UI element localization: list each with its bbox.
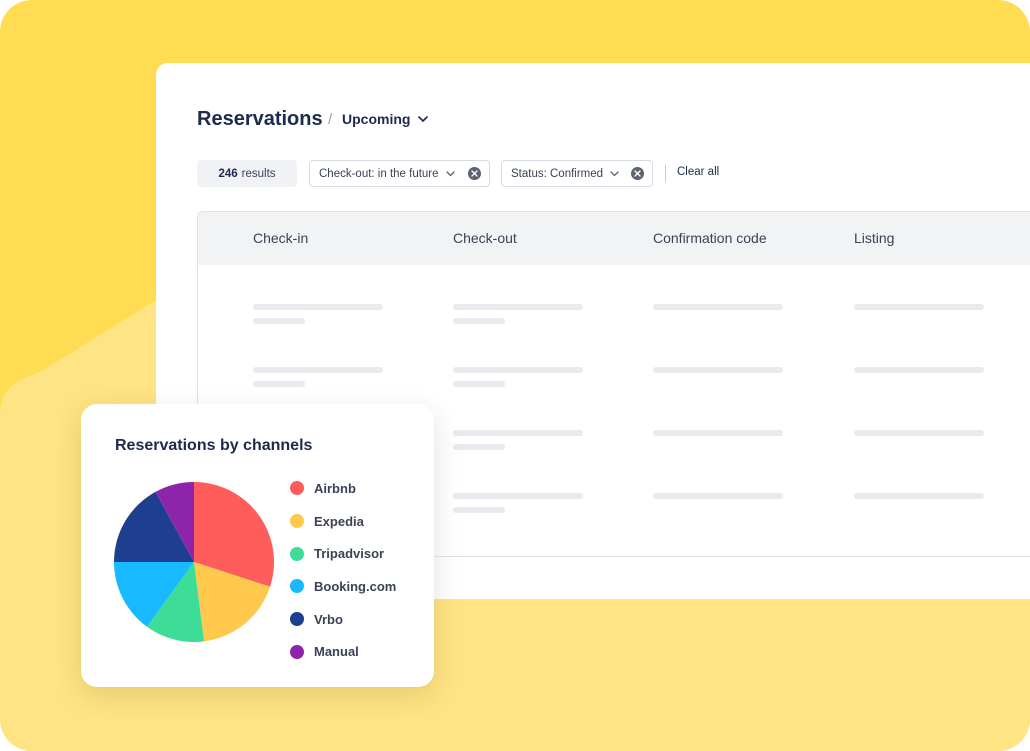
legend-swatch (290, 612, 304, 627)
skeleton-line (453, 304, 583, 310)
skeleton-line (653, 304, 783, 310)
filter-divider (665, 165, 666, 182)
legend-item: Airbnb (290, 472, 396, 505)
close-icon[interactable] (468, 167, 481, 180)
pie-slice-tripadvisor[interactable] (146, 562, 205, 642)
chevron-down-icon (418, 116, 429, 122)
filter-chip-label: Status: Confirmed (511, 167, 604, 180)
skeleton-line (854, 367, 984, 373)
skeleton-line (253, 318, 305, 324)
pie-slice-manual[interactable] (155, 482, 194, 562)
skeleton-line (653, 430, 783, 436)
legend-item: Vrbo (290, 603, 396, 636)
view-dropdown-label: Upcoming (342, 111, 411, 127)
skeleton-line (253, 367, 383, 373)
clear-all-link[interactable]: Clear all (677, 166, 720, 178)
skeleton-line (453, 367, 583, 373)
legend-swatch (290, 644, 304, 659)
legend-item: Expedia (290, 505, 396, 538)
table-header: Check-in Check-out Confirmation code Lis… (198, 212, 1030, 265)
legend-label: Tripadvisor (314, 546, 385, 562)
column-header-confirmation-code[interactable]: Confirmation code (653, 230, 767, 246)
skeleton-line (854, 493, 984, 499)
skeleton-line (253, 304, 383, 310)
filter-chip-status[interactable]: Status: Confirmed (501, 160, 653, 187)
legend-swatch (290, 546, 304, 561)
skeleton-line (453, 493, 583, 499)
breadcrumb-separator: / (328, 111, 333, 128)
legend-swatch (290, 514, 304, 529)
legend-label: Airbnb (314, 480, 356, 496)
close-icon[interactable] (631, 167, 644, 180)
results-label: results (241, 167, 276, 180)
chart-legend: Airbnb Expedia Tripadvisor Booking.com Vrbo M… (290, 472, 396, 668)
chart-title: Reservations by channels (115, 437, 313, 454)
column-header-check-in[interactable]: Check-in (253, 230, 309, 246)
pie-slice-airbnb[interactable] (194, 482, 274, 587)
pie-slice-vrbo[interactable] (114, 491, 194, 562)
pie-slice-booking-com[interactable] (114, 562, 194, 627)
skeleton-line (253, 381, 305, 387)
results-count-badge: 246 results (197, 160, 297, 187)
pie-chart (114, 482, 274, 642)
page-title: Reservations (197, 108, 323, 130)
legend-item: Booking.com (290, 570, 396, 603)
skeleton-line (453, 318, 505, 324)
skeleton-line (453, 507, 505, 513)
legend-label: Manual (314, 644, 359, 660)
skeleton-line (453, 430, 583, 436)
filter-chip-checkout[interactable]: Check-out: in the future (309, 160, 490, 187)
legend-swatch (290, 579, 304, 594)
reservations-table: Check-in Check-out Confirmation code Lis… (197, 211, 1030, 557)
pie-slice-expedia[interactable] (194, 562, 271, 642)
skeleton-line (854, 304, 984, 310)
filter-chip-label: Check-out: in the future (319, 167, 439, 180)
skeleton-line (653, 367, 783, 373)
legend-label: Booking.com (314, 578, 397, 594)
results-count: 246 (218, 167, 238, 180)
skeleton-line (854, 430, 984, 436)
channels-chart-card: Reservations by channels Airbnb Expedia Tr… (81, 404, 434, 687)
skeleton-line (653, 493, 783, 499)
view-dropdown[interactable]: Upcoming (342, 111, 429, 127)
legend-swatch (290, 481, 304, 496)
chevron-down-icon (445, 170, 455, 177)
column-header-listing[interactable]: Listing (854, 230, 895, 246)
skeleton-line (453, 381, 505, 387)
chevron-down-icon (610, 170, 619, 177)
legend-label: Vrbo (314, 611, 343, 627)
legend-label: Expedia (314, 513, 364, 529)
skeleton-line (453, 444, 505, 450)
legend-item: Manual (290, 635, 396, 668)
legend-item: Tripadvisor (290, 537, 396, 570)
column-header-check-out[interactable]: Check-out (453, 230, 517, 246)
